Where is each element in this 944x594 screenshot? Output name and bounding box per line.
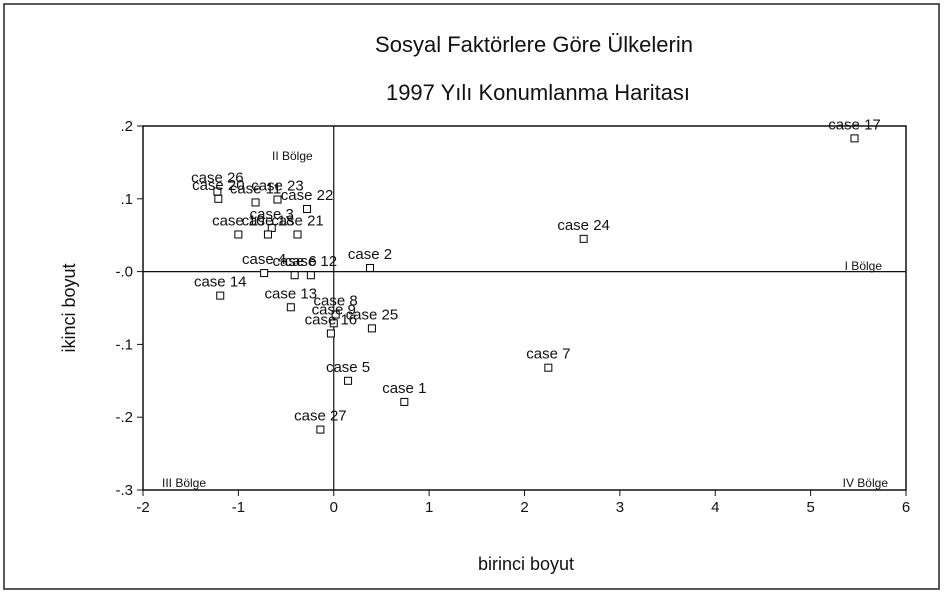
point-label: case 3 [250, 206, 294, 223]
point-label: case 5 [326, 359, 370, 376]
x-tick-label: 3 [616, 499, 624, 516]
point [286, 303, 295, 312]
point-label: case 20 [192, 177, 245, 194]
chart-title: Sosyal Faktörlere Göre Ülkelerin [375, 32, 693, 57]
y-tick-label: -.3 [115, 482, 133, 499]
point [260, 269, 269, 278]
point-label: case 23 [251, 178, 304, 195]
y-tick-label: -.1 [115, 336, 133, 353]
x-tick-label: 1 [425, 499, 433, 516]
point-label: case 1 [382, 380, 426, 397]
point-label: case 26 [191, 170, 244, 187]
point [365, 263, 374, 272]
point [214, 194, 223, 203]
point [263, 230, 272, 239]
point [290, 271, 299, 280]
point-label: case 22 [281, 187, 334, 204]
x-tick-label: 4 [711, 499, 719, 516]
point [316, 425, 325, 434]
x-tick-label: -2 [136, 499, 149, 516]
x-tick-label: 2 [520, 499, 528, 516]
point-label: case 11 [230, 180, 281, 197]
point [367, 324, 376, 333]
chart-subtitle: 1997 Yılı Konumlanma Haritası [386, 80, 690, 105]
x-tick-label: 5 [806, 499, 814, 516]
region-label: IV Bölge [843, 476, 889, 490]
point-label: case 24 [557, 217, 610, 234]
point [251, 198, 260, 207]
point-label: case 27 [294, 408, 347, 425]
y-tick-label: -.0 [115, 264, 133, 281]
point-label: case 9 [312, 301, 356, 318]
point [331, 310, 340, 319]
point [544, 363, 553, 372]
frame [3, 3, 940, 590]
point-label: case 18 [242, 212, 295, 229]
point [303, 204, 312, 213]
point-label: case 7 [526, 346, 570, 363]
y-tick-label: -.2 [115, 409, 133, 426]
y-axis-label: ikinci boyut [59, 263, 79, 352]
point [234, 230, 243, 239]
point [273, 195, 282, 204]
point-label: case 8 [314, 293, 358, 310]
y-tick-label: .2 [120, 118, 133, 135]
point [850, 134, 859, 143]
region-label: III Bölge [162, 476, 206, 490]
point-label: case 12 [285, 253, 338, 270]
point [329, 319, 338, 328]
point [400, 397, 409, 406]
point-label: case 14 [194, 274, 247, 291]
point-label: case 16 [305, 311, 358, 328]
point-label: case 2 [348, 246, 392, 263]
point-label: case 4 [242, 251, 286, 268]
point [344, 376, 353, 385]
region-label: I Bölge [845, 259, 883, 273]
point-label: case 10 [212, 212, 265, 229]
point [579, 234, 588, 243]
point-label: case 21 [271, 212, 324, 229]
x-tick-label: 6 [902, 499, 910, 516]
point [326, 329, 335, 338]
point [216, 291, 225, 300]
x-tick-label: -1 [232, 499, 245, 516]
x-tick-label: 0 [330, 499, 338, 516]
point-label: case 25 [346, 306, 399, 323]
point-label: case 6 [273, 253, 317, 270]
point [293, 230, 302, 239]
point [306, 271, 315, 280]
region-label: II Bölge [272, 149, 313, 163]
point-label: case 17 [828, 116, 881, 133]
y-tick-label: .1 [120, 191, 133, 208]
point-label: case 13 [265, 285, 318, 302]
x-axis-label: birinci boyut [478, 554, 574, 574]
